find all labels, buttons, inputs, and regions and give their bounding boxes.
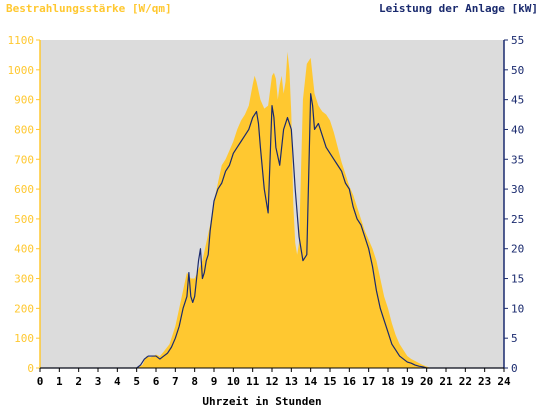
x-tick-label: 9 [211, 375, 218, 388]
x-tick-label: 24 [497, 375, 511, 388]
left-tick-label: 300 [14, 273, 34, 286]
x-axis-ticks: 0 1 2 3 4 5 6 7 8 9 10 11 12 13 14 15 16 17 18 19 20 21 22 23 24 [37, 368, 511, 388]
x-tick-label: 11 [246, 375, 260, 388]
left-tick-label: 500 [14, 213, 34, 226]
x-tick-label: 15 [323, 375, 336, 388]
power-line [40, 93, 504, 369]
left-axis-title: Bestrahlungsstärke [W/qm] [6, 2, 172, 15]
left-tick-label: 800 [14, 123, 34, 136]
x-tick-label: 7 [172, 375, 179, 388]
x-tick-label: 5 [133, 375, 140, 388]
left-tick-label: 700 [14, 153, 34, 166]
left-tick-label: 1100 [8, 34, 35, 47]
x-tick-label: 3 [95, 375, 102, 388]
left-tick-label: 0 [27, 362, 34, 375]
x-tick-label: 21 [439, 375, 453, 388]
x-tick-label: 22 [459, 375, 472, 388]
right-tick-label: 45 [511, 94, 524, 107]
x-tick-label: 10 [227, 375, 240, 388]
irradiance-area [40, 51, 504, 369]
x-tick-label: 14 [304, 375, 318, 388]
x-tick-label: 20 [420, 375, 433, 388]
left-tick-label: 1000 [8, 64, 35, 77]
right-tick-label: 40 [511, 123, 524, 136]
right-tick-label: 5 [511, 332, 518, 345]
x-tick-label: 4 [114, 375, 121, 388]
left-axis-ticks: 0 100 200 300 400 500 600 700 800 900 1000 1100 [8, 34, 40, 375]
x-tick-label: 0 [37, 375, 44, 388]
x-tick-label: 8 [191, 375, 198, 388]
left-tick-label: 400 [14, 243, 34, 256]
left-tick-label: 200 [14, 302, 34, 315]
left-tick-label: 600 [14, 183, 34, 196]
left-tick-label: 100 [14, 332, 34, 345]
x-tick-label: 19 [401, 375, 414, 388]
right-axis-ticks: 0 5 10 15 20 25 30 35 40 45 50 55 [504, 34, 524, 375]
right-tick-label: 25 [511, 213, 524, 226]
right-tick-label: 10 [511, 302, 524, 315]
x-tick-label: 23 [478, 375, 491, 388]
right-tick-label: 0 [511, 362, 518, 375]
x-axis-label: Uhrzeit in Stunden [202, 395, 321, 408]
right-tick-label: 15 [511, 273, 524, 286]
x-tick-label: 12 [265, 375, 278, 388]
x-tick-label: 2 [75, 375, 82, 388]
right-tick-label: 20 [511, 243, 524, 256]
right-tick-label: 35 [511, 153, 524, 166]
right-tick-label: 50 [511, 64, 524, 77]
left-tick-label: 900 [14, 94, 34, 107]
x-tick-label: 1 [56, 375, 63, 388]
power-series [40, 93, 504, 369]
x-tick-label: 17 [362, 375, 375, 388]
irradiance-series [40, 51, 504, 369]
x-tick-label: 6 [153, 375, 160, 388]
right-axis-title: Leistung der Anlage [kW] [379, 2, 538, 15]
x-tick-label: 16 [343, 375, 357, 388]
right-tick-label: 30 [511, 183, 524, 196]
right-tick-label: 55 [511, 34, 524, 47]
x-tick-label: 18 [381, 375, 394, 388]
x-tick-label: 13 [285, 375, 298, 388]
